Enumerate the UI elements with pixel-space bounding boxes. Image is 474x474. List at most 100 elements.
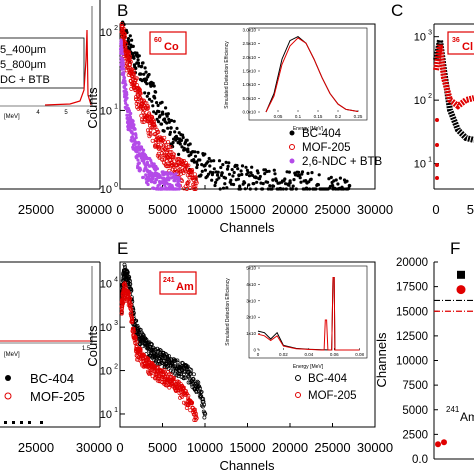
data-point <box>175 358 180 363</box>
data-point <box>122 67 126 71</box>
data-point <box>206 160 210 164</box>
data-point <box>122 85 127 89</box>
panel-a-legend-line: 5_400μm <box>0 44 46 56</box>
data-point <box>171 140 175 145</box>
data-point <box>330 183 335 188</box>
data-point <box>134 83 139 87</box>
data-point <box>177 183 182 188</box>
data-point <box>347 186 351 191</box>
y-tick-label-exp: 1 <box>114 407 118 414</box>
legend-marker <box>289 158 295 164</box>
data-point <box>133 335 138 340</box>
data-point <box>306 171 310 175</box>
data-point <box>134 340 139 345</box>
data-point <box>181 376 186 381</box>
panel-a-legend-line: 5_800μm <box>0 59 46 71</box>
data-point <box>134 133 138 137</box>
data-point <box>342 187 346 191</box>
data-point <box>146 182 150 187</box>
data-point <box>435 441 441 448</box>
data-point <box>182 371 187 376</box>
data-point <box>199 389 204 394</box>
data-point <box>247 174 252 178</box>
data-point <box>191 377 196 382</box>
data-point <box>151 368 157 373</box>
data-point <box>249 171 253 175</box>
data-point <box>246 170 250 174</box>
data-point <box>221 163 225 167</box>
data-point <box>167 117 171 121</box>
x-tick-label: 30000 <box>357 202 393 217</box>
data-point <box>169 150 174 155</box>
inset-series-line <box>265 37 359 113</box>
data-point <box>213 183 217 188</box>
data-point <box>193 411 198 416</box>
data-point <box>221 186 226 190</box>
data-point <box>140 64 144 68</box>
data-point <box>136 58 140 62</box>
data-point <box>177 176 181 180</box>
data-point <box>201 397 206 401</box>
data-point <box>157 110 161 114</box>
inset-y-tick-label: 1.5x10 <box>242 69 256 74</box>
data-point <box>186 163 191 168</box>
panel-c-data <box>433 39 474 180</box>
data-point <box>119 42 123 46</box>
data-point <box>456 285 466 295</box>
panel-a-inset-x-tick: 5 <box>64 110 68 116</box>
data-point <box>150 138 155 143</box>
panel-d-point <box>4 421 7 424</box>
panel-f-marks <box>434 270 474 448</box>
data-point <box>156 130 161 134</box>
data-point <box>119 309 124 314</box>
data-point <box>229 178 233 182</box>
data-point <box>184 187 189 191</box>
data-point <box>263 172 267 176</box>
x-tick-label: 30000 <box>357 440 393 455</box>
data-point <box>146 105 151 110</box>
data-point <box>138 168 143 172</box>
data-point <box>199 403 204 408</box>
data-point <box>130 329 135 334</box>
legend-marker <box>295 375 301 381</box>
data-point <box>148 370 153 375</box>
data-point <box>163 117 167 121</box>
data-point <box>297 170 301 174</box>
panel-e-inset-xlabel: Energy [MeV] <box>293 364 324 370</box>
y-tick-label: 10 <box>414 32 426 44</box>
data-point <box>248 187 252 191</box>
data-point <box>250 165 254 169</box>
data-point <box>152 84 156 88</box>
x-tick-label: 25000 <box>314 440 350 455</box>
data-point <box>141 61 145 65</box>
data-point <box>126 37 130 41</box>
data-point <box>124 68 129 73</box>
data-point <box>162 129 166 133</box>
data-point <box>162 367 167 372</box>
data-point <box>199 173 203 177</box>
data-point <box>190 400 195 405</box>
y-tick-label-exp: 3 <box>114 320 118 327</box>
data-point <box>309 177 313 181</box>
data-point <box>161 143 166 148</box>
y-tick-label-exp: 2 <box>114 25 118 32</box>
data-point <box>226 164 230 168</box>
data-point <box>169 126 173 130</box>
data-point <box>208 170 213 174</box>
data-point <box>154 111 158 116</box>
data-point <box>210 178 214 182</box>
data-point <box>187 376 192 381</box>
data-point <box>293 173 298 177</box>
panel-e-letter: E <box>117 239 128 258</box>
data-point <box>185 138 189 142</box>
panel-c-isotope-main: Cl <box>462 41 473 53</box>
data-point <box>193 409 198 414</box>
data-point <box>141 333 146 338</box>
data-point <box>247 183 251 187</box>
data-point <box>133 334 138 339</box>
y-tick-label: 10000 <box>396 356 428 368</box>
panel-f: F Channels 0.0 2500 5000 7500 10000 12500 1500… <box>374 239 474 466</box>
data-point <box>310 171 314 175</box>
panel-e-isotope-sup: 241 <box>163 277 175 284</box>
x-tick-label: 15000 <box>229 202 265 217</box>
